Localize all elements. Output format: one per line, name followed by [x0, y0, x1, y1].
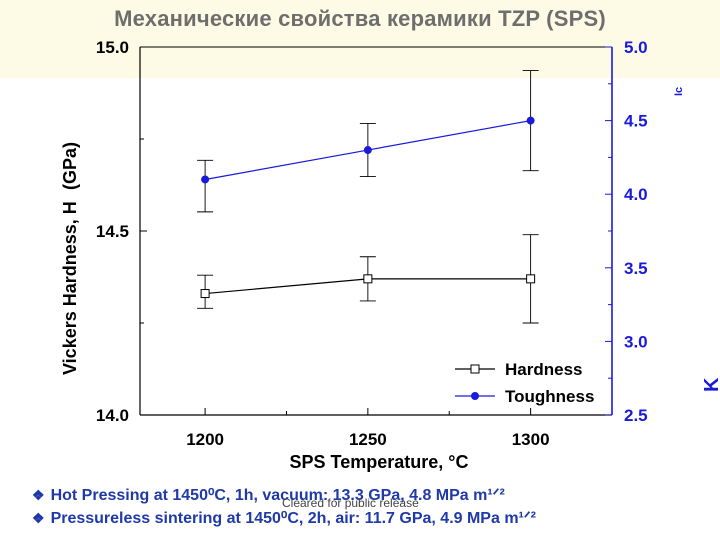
title-band	[0, 0, 720, 78]
legend-label-hardness: Hardness	[505, 360, 582, 379]
y-right-axis-label: K	[701, 377, 720, 392]
bullet-text: Hot Pressing at 1450⁰C, 1h, vacuum: 13.3…	[50, 487, 505, 504]
slide-title: Механические свойства керамики TZP (SPS)	[114, 6, 606, 31]
y-right-tick-label: 5.0	[624, 38, 648, 57]
y-left-axis-unit: (GPa)	[60, 142, 80, 190]
watermark: Cleared for public release	[282, 496, 419, 510]
diamond-bullet-icon: ❖	[32, 510, 45, 526]
data-point-hardness	[363, 274, 373, 284]
x-axis-label: SPS Temperature, °C	[290, 452, 469, 472]
y-right-tick-label: 4.0	[624, 185, 648, 204]
y-left-tick-label: 14.5	[96, 222, 129, 241]
diamond-bullet-icon: ❖	[32, 487, 45, 503]
y-left-tick-label: 15.0	[96, 38, 129, 57]
legend-marker-toughness	[471, 392, 479, 400]
y-left-axis-label: Vickers Hardness, H	[60, 201, 80, 375]
data-point-toughness	[363, 146, 372, 155]
y-right-tick-label: 2.5	[624, 406, 648, 425]
y-left-tick-label: 14.0	[96, 406, 129, 425]
y-right-tick-label: 3.5	[624, 259, 648, 278]
data-point-toughness	[201, 175, 210, 184]
data-point-hardness	[526, 274, 536, 284]
bullet-pressureless-sintering: ❖ Pressureless sintering at 1450⁰C, 2h, a…	[32, 507, 720, 530]
bullet-text: Pressureless sintering at 1450⁰C, 2h, ai…	[50, 510, 536, 527]
legend-label-toughness: Toughness	[505, 387, 594, 406]
y-right-tick-label: 3.0	[624, 332, 648, 351]
data-point-toughness	[526, 116, 535, 125]
bullet-hot-pressing: ❖ Hot Pressing at 1450⁰C, 1h, vacuum: 13.…	[32, 484, 720, 507]
y-right-axis-subscript: Ic	[673, 87, 685, 96]
legend-marker-hardness	[470, 364, 480, 374]
bullet-list: ❖ Hot Pressing at 1450⁰C, 1h, vacuum: 13.…	[32, 484, 720, 530]
y-right-tick-label: 4.5	[624, 112, 648, 131]
x-tick-label: 1200	[186, 430, 224, 449]
data-point-hardness	[200, 289, 210, 299]
x-tick-label: 1250	[349, 430, 387, 449]
x-tick-label: 1300	[512, 430, 550, 449]
